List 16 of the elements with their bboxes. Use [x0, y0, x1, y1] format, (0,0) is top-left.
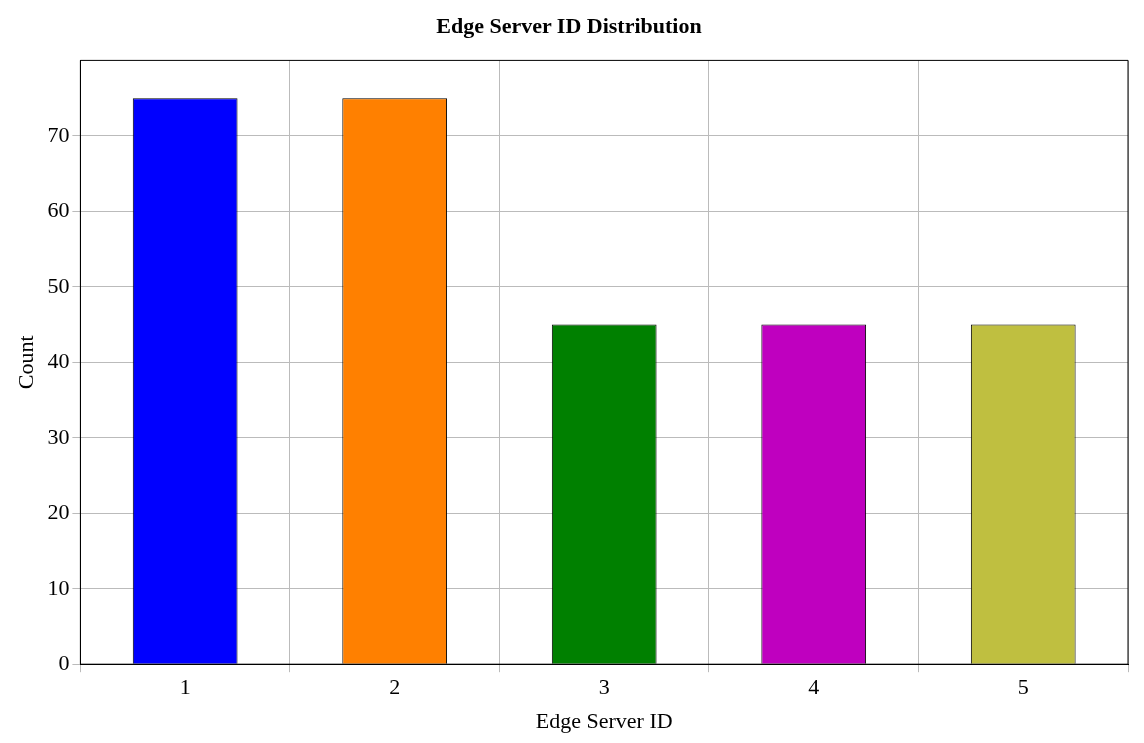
x-axis-title: Edge Server ID [535, 707, 673, 733]
y-tick-label: 20 [47, 499, 70, 525]
y-tick-label: 70 [47, 121, 70, 147]
y-tick-label: 60 [47, 197, 70, 223]
y-tick-label: 10 [47, 574, 70, 600]
y-tick-label: 40 [47, 348, 70, 374]
y-tick-label: 30 [47, 423, 70, 449]
x-tick-label: 5 [1017, 674, 1029, 700]
y-axis-title: Count [12, 335, 38, 390]
x-tick-label: 4 [808, 674, 820, 700]
y-tick-label: 0 [58, 649, 70, 675]
x-tick-label: 3 [598, 674, 610, 700]
y-tick-label: 50 [47, 272, 70, 298]
x-tick-label: 1 [179, 674, 191, 700]
x-tick-label: 2 [389, 674, 401, 700]
chart-title: Edge Server ID Distribution [436, 12, 702, 38]
